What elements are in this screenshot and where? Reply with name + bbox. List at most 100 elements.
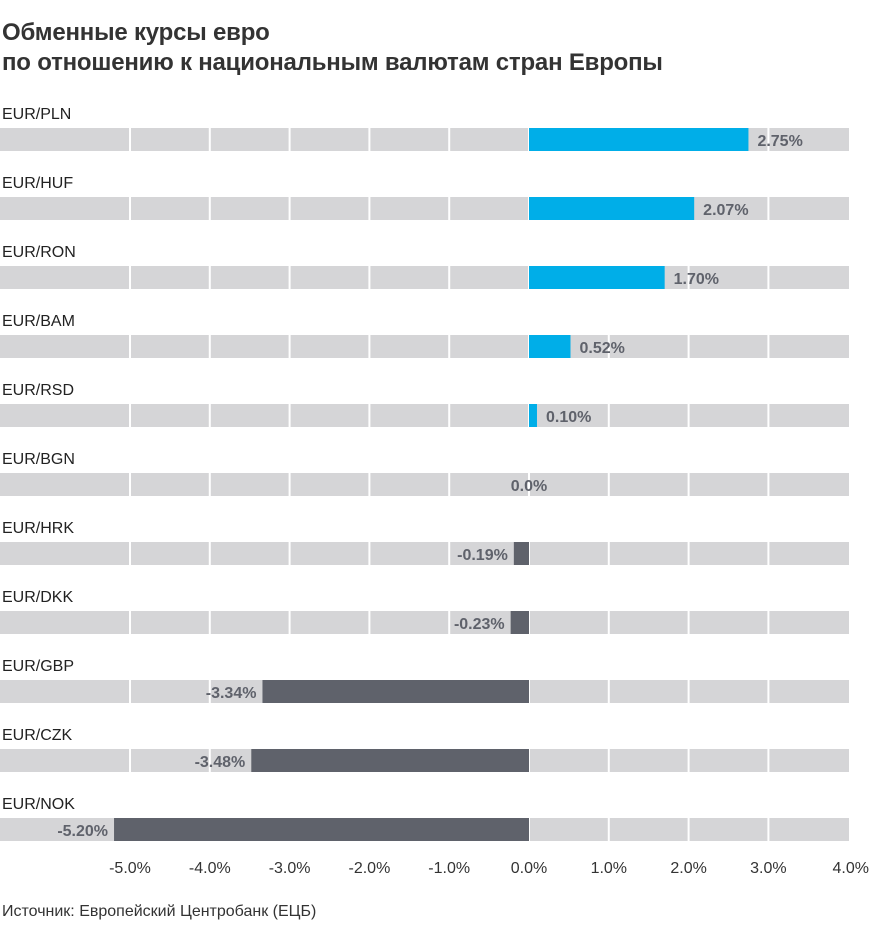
gridline — [767, 818, 770, 841]
gridline — [687, 473, 690, 496]
gridline — [607, 335, 610, 358]
bar-track — [0, 404, 849, 427]
gridline — [208, 128, 211, 151]
chart-title-line-1: Обменные курсы евро — [2, 19, 270, 46]
value-bar — [513, 542, 529, 565]
gridline — [288, 335, 291, 358]
gridline — [288, 404, 291, 427]
data-label: -0.23% — [454, 616, 505, 633]
value-bar — [114, 818, 529, 841]
data-label: 1.70% — [674, 271, 719, 288]
gridline — [129, 749, 131, 772]
category-label: EUR/GBP — [2, 658, 74, 675]
gridline — [288, 197, 291, 220]
gridline — [687, 266, 690, 289]
data-label: 2.07% — [703, 202, 748, 219]
category-label: EUR/RSD — [2, 382, 74, 399]
x-tick-label: 1.0% — [591, 860, 627, 877]
gridline — [607, 473, 610, 496]
gridline — [208, 197, 211, 220]
gridline — [687, 680, 690, 703]
category-label: EUR/NOK — [2, 796, 75, 813]
gridline — [767, 404, 770, 427]
gridline — [448, 404, 451, 427]
gridline — [448, 473, 451, 496]
gridline — [288, 611, 291, 634]
chart-title-line-2: по отношению к национальным валютам стра… — [2, 49, 663, 76]
source-note: Источник: Европейский Центробанк (ЕЦБ) — [2, 903, 317, 920]
gridline — [129, 404, 131, 427]
gridline — [368, 404, 371, 427]
value-bar — [529, 404, 537, 427]
value-bar — [262, 680, 529, 703]
gridline — [129, 197, 131, 220]
gridline — [767, 473, 770, 496]
gridline — [607, 542, 610, 565]
gridline — [607, 680, 610, 703]
gridline — [368, 611, 371, 634]
gridline — [767, 266, 770, 289]
value-bar — [529, 335, 571, 358]
gridline — [368, 473, 371, 496]
gridline — [448, 335, 451, 358]
category-label: EUR/BAM — [2, 313, 75, 330]
bar-track — [0, 542, 849, 565]
gridline — [448, 128, 451, 151]
gridline — [607, 404, 610, 427]
gridline — [208, 266, 211, 289]
gridline — [368, 197, 371, 220]
gridline — [687, 749, 690, 772]
gridline — [208, 611, 211, 634]
gridline — [607, 818, 610, 841]
x-tick-label: 2.0% — [670, 860, 706, 877]
gridline — [368, 128, 371, 151]
gridline — [129, 542, 131, 565]
x-tick-label: -1.0% — [428, 860, 470, 877]
gridline — [288, 266, 291, 289]
gridline — [448, 542, 451, 565]
gridline — [687, 542, 690, 565]
gridline — [767, 335, 770, 358]
gridline — [767, 197, 770, 220]
bar-track — [0, 611, 849, 634]
gridline — [368, 335, 371, 358]
gridline — [129, 335, 131, 358]
x-tick-label: -3.0% — [269, 860, 311, 877]
gridline — [687, 404, 690, 427]
bar-track — [0, 473, 849, 496]
gridline — [208, 542, 211, 565]
gridline — [767, 680, 770, 703]
gridline — [208, 335, 211, 358]
category-label: EUR/PLN — [2, 106, 71, 123]
data-label: -3.48% — [195, 754, 246, 771]
gridline — [288, 542, 291, 565]
x-tick-label: -4.0% — [189, 860, 231, 877]
gridline — [607, 611, 610, 634]
gridline — [767, 128, 770, 151]
x-tick-label: 4.0% — [833, 860, 869, 877]
gridline — [208, 404, 211, 427]
data-label: -3.34% — [206, 685, 257, 702]
data-label: 0.10% — [546, 409, 591, 426]
data-label: -0.19% — [457, 547, 508, 564]
gridline — [368, 542, 371, 565]
gridline — [767, 542, 770, 565]
bar-track — [0, 335, 849, 358]
gridline — [767, 749, 770, 772]
value-bar — [529, 197, 695, 220]
value-bar — [510, 611, 529, 634]
gridline — [448, 266, 451, 289]
gridline — [129, 473, 131, 496]
data-label: 0.52% — [579, 340, 624, 357]
gridline — [208, 680, 211, 703]
gridline — [448, 611, 451, 634]
gridline — [129, 680, 131, 703]
gridline — [129, 266, 131, 289]
category-label: EUR/RON — [2, 244, 76, 261]
gridline — [687, 611, 690, 634]
x-tick-label: -5.0% — [109, 860, 151, 877]
bar-track — [0, 266, 849, 289]
category-label: EUR/DKK — [2, 589, 73, 606]
data-label: 2.75% — [757, 133, 802, 150]
gridline — [687, 818, 690, 841]
